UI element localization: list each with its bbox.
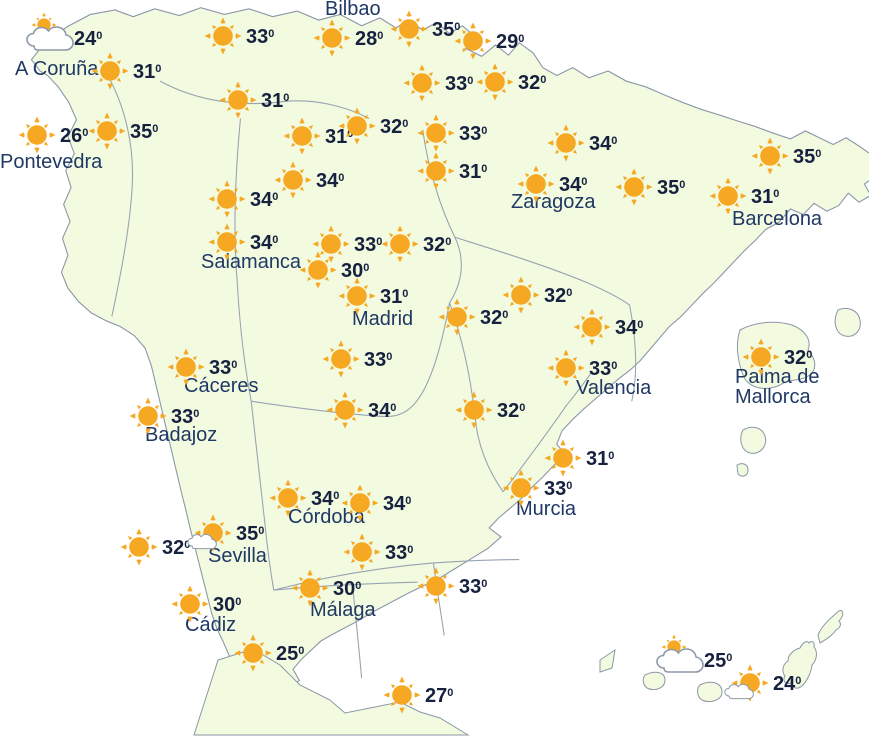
svg-text:320: 320 <box>162 537 190 559</box>
svg-text:Barcelona: Barcelona <box>732 208 823 230</box>
svg-text:Salamanca: Salamanca <box>201 251 302 273</box>
svg-text:240: 240 <box>773 673 801 695</box>
svg-text:Sevilla: Sevilla <box>208 545 268 567</box>
svg-text:330: 330 <box>459 576 487 598</box>
svg-text:310: 310 <box>586 448 614 470</box>
svg-text:Pontevedra: Pontevedra <box>0 151 103 173</box>
svg-text:270: 270 <box>425 685 453 707</box>
svg-text:A Coruña: A Coruña <box>15 58 99 80</box>
svg-text:Málaga: Málaga <box>310 599 376 621</box>
svg-text:Palma de: Palma de <box>735 366 820 388</box>
svg-text:Bilbao: Bilbao <box>325 0 381 20</box>
svg-text:Zaragoza: Zaragoza <box>511 191 596 213</box>
svg-text:Mallorca: Mallorca <box>735 386 811 408</box>
svg-text:330: 330 <box>544 478 572 500</box>
svg-text:250: 250 <box>704 650 732 672</box>
svg-text:Cádiz: Cádiz <box>185 614 236 636</box>
svg-text:Madrid: Madrid <box>352 308 413 330</box>
svg-text:Murcia: Murcia <box>516 498 577 520</box>
svg-text:Valencia: Valencia <box>576 377 652 399</box>
